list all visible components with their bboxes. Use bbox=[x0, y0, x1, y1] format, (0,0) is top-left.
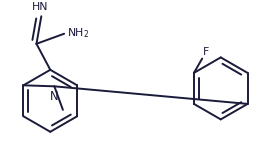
Text: F: F bbox=[203, 46, 210, 57]
Text: HN: HN bbox=[32, 2, 49, 12]
Text: N: N bbox=[50, 90, 59, 103]
Text: NH$_2$: NH$_2$ bbox=[67, 26, 89, 40]
